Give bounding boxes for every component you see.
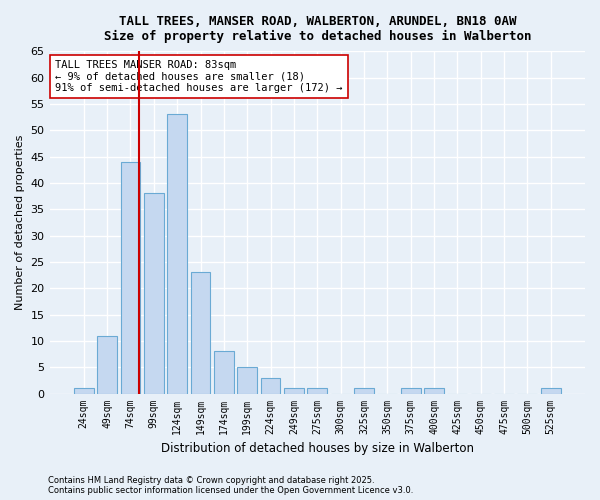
Bar (238, 367, 257, 394)
Bar (167, 114, 187, 394)
Bar (144, 194, 164, 394)
Bar (214, 352, 234, 394)
Title: TALL TREES, MANSER ROAD, WALBERTON, ARUNDEL, BN18 0AW
Size of property relative : TALL TREES, MANSER ROAD, WALBERTON, ARUN… (104, 15, 531, 43)
Text: TALL TREES MANSER ROAD: 83sqm
← 9% of detached houses are smaller (18)
91% of se: TALL TREES MANSER ROAD: 83sqm ← 9% of de… (55, 60, 343, 93)
Bar (74, 388, 94, 394)
Y-axis label: Number of detached properties: Number of detached properties (15, 134, 25, 310)
Bar (284, 388, 304, 394)
Bar (541, 388, 560, 394)
Bar (191, 272, 211, 394)
Bar (424, 388, 444, 394)
Bar (121, 162, 140, 394)
X-axis label: Distribution of detached houses by size in Walberton: Distribution of detached houses by size … (161, 442, 474, 455)
Bar (97, 336, 117, 394)
Bar (354, 388, 374, 394)
Text: Contains HM Land Registry data © Crown copyright and database right 2025.
Contai: Contains HM Land Registry data © Crown c… (48, 476, 413, 495)
Bar (401, 388, 421, 394)
Bar (260, 378, 280, 394)
Bar (307, 388, 327, 394)
